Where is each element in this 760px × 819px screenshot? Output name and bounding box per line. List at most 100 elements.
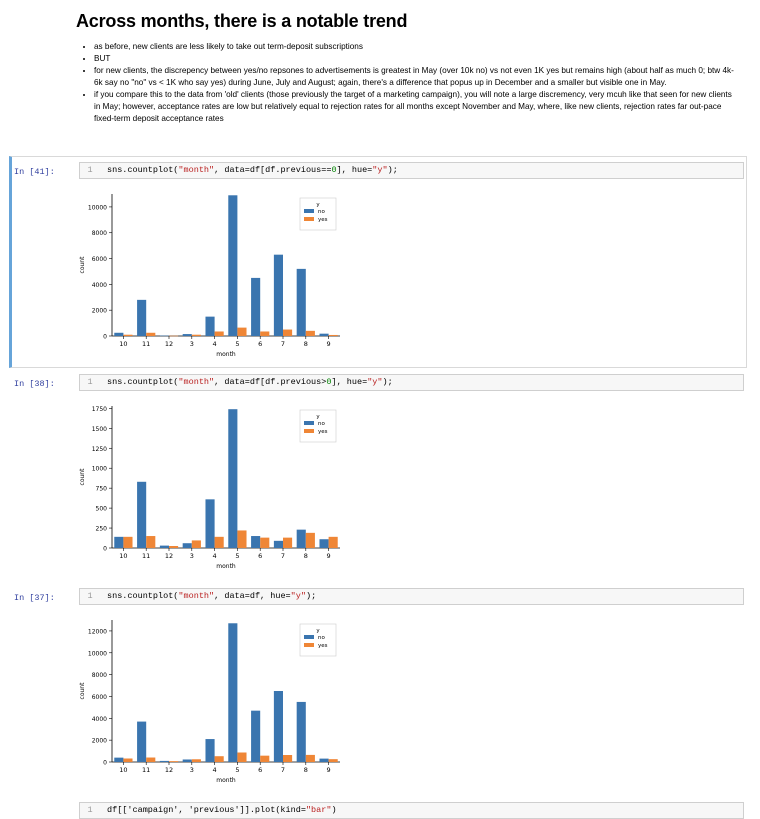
bar-no xyxy=(296,529,306,548)
code-text[interactable]: sns.countplot("month", data=df[df.previo… xyxy=(107,377,393,387)
legend-box xyxy=(299,623,337,657)
code-input[interactable]: 1 sns.countplot("month", data=df[df.prev… xyxy=(79,162,744,179)
x-tick-label: 12 xyxy=(165,340,173,348)
bar-yes xyxy=(169,761,179,762)
x-tick-label: 11 xyxy=(142,552,150,560)
y-tick-label: 500 xyxy=(96,506,108,513)
y-tick-label: 750 xyxy=(96,486,108,493)
bar-yes xyxy=(283,329,293,336)
bar-yes xyxy=(169,546,179,548)
y-tick-label: 250 xyxy=(96,526,108,533)
code-cell-41[interactable] xyxy=(9,156,747,368)
y-axis-label: count xyxy=(79,468,86,486)
y-tick-label: 0 xyxy=(103,334,107,341)
bar-yes xyxy=(283,755,293,762)
y-tick-label: 10000 xyxy=(88,204,107,211)
x-tick-label: 3 xyxy=(190,766,194,774)
bar-yes xyxy=(237,327,247,336)
bullet-list: as before, new clients are less likely t… xyxy=(76,41,736,125)
bar-yes xyxy=(146,757,156,762)
x-tick-label: 12 xyxy=(165,766,173,774)
bar-yes xyxy=(283,537,293,548)
bar-no xyxy=(114,332,124,336)
bullet-item: for new clients, the discrepency between… xyxy=(94,65,736,89)
bar-yes xyxy=(328,536,338,548)
legend-label-no: no xyxy=(318,209,325,215)
x-tick-label: 6 xyxy=(258,552,262,560)
y-tick-label: 6000 xyxy=(92,694,107,701)
bar-yes xyxy=(260,537,270,548)
line-number: 1 xyxy=(87,805,93,815)
x-tick-label: 5 xyxy=(235,552,239,560)
countplot-all-clients: 0 2000 4000 6000 8000 10000 12000 10 11 12 3 4 5 6 7 8 9… xyxy=(79,620,340,784)
bar-no xyxy=(319,539,329,548)
bar-yes xyxy=(305,754,315,762)
x-tick-label: 8 xyxy=(304,552,308,560)
bar-no xyxy=(137,721,147,762)
x-tick-label: 9 xyxy=(327,766,331,774)
bar-yes xyxy=(328,759,338,762)
x-tick-label: 5 xyxy=(235,340,239,348)
bar-no xyxy=(319,333,329,336)
bar-no xyxy=(251,277,261,336)
code-input[interactable]: 1 sns.countplot("month", data=df, hue="y… xyxy=(79,588,744,605)
line-number: 1 xyxy=(87,377,93,387)
bar-no xyxy=(137,481,147,548)
bar-yes xyxy=(169,335,179,337)
y-tick-label: 8000 xyxy=(92,672,107,679)
legend-swatch-no xyxy=(304,209,314,213)
countplot-new-clients: 0 2000 4000 6000 8000 10000 10 11 12 3 4 5 6 7 8 9 month… xyxy=(79,194,340,358)
code-text[interactable]: sns.countplot("month", data=df[df.previo… xyxy=(107,165,398,175)
code-text[interactable]: sns.countplot("month", data=df, hue="y")… xyxy=(107,591,317,601)
x-tick-label: 8 xyxy=(304,340,308,348)
bar-yes xyxy=(191,540,201,548)
section-heading: Across months, there is a notable trend xyxy=(76,11,408,31)
bar-yes xyxy=(237,530,247,548)
x-tick-label: 9 xyxy=(327,340,331,348)
legend-title: y xyxy=(316,628,320,634)
bar-no xyxy=(205,499,215,548)
bar-no xyxy=(182,759,192,762)
bar-no xyxy=(205,316,215,336)
bar-yes xyxy=(123,758,133,762)
code-text[interactable]: df[['campaign', 'previous']].plot(kind="… xyxy=(107,805,337,815)
x-tick-label: 10 xyxy=(119,552,127,560)
y-tick-label: 1500 xyxy=(92,426,107,433)
x-tick-label: 12 xyxy=(165,552,173,560)
bar-yes xyxy=(146,332,156,336)
y-tick-label: 2000 xyxy=(92,308,107,315)
y-tick-label: 2000 xyxy=(92,738,107,745)
x-tick-label: 5 xyxy=(235,766,239,774)
cell-prompt: In [37]: xyxy=(14,593,55,603)
y-axis-label: count xyxy=(79,256,86,274)
y-tick-label: 1750 xyxy=(92,406,107,413)
bar-yes xyxy=(260,331,270,336)
x-axis-label: month xyxy=(216,563,236,570)
y-tick-label: 8000 xyxy=(92,230,107,237)
bar-no xyxy=(296,701,306,762)
x-tick-label: 3 xyxy=(190,340,194,348)
x-tick-label: 10 xyxy=(119,766,127,774)
bar-no xyxy=(251,536,261,548)
x-tick-label: 7 xyxy=(281,552,285,560)
bar-yes xyxy=(305,532,315,548)
legend-label-yes: yes xyxy=(318,217,328,223)
bar-no xyxy=(159,760,169,762)
y-tick-label: 0 xyxy=(103,546,107,553)
y-tick-label: 1000 xyxy=(92,466,107,473)
bar-yes xyxy=(214,756,224,762)
bullet-item: as before, new clients are less likely t… xyxy=(94,41,736,53)
bar-no xyxy=(114,536,124,548)
bar-no xyxy=(228,195,238,336)
bar-no xyxy=(205,739,215,762)
y-axis-label: count xyxy=(79,682,86,700)
bar-no xyxy=(273,540,283,548)
x-tick-label: 11 xyxy=(142,340,150,348)
x-tick-label: 7 xyxy=(281,766,285,774)
bar-no xyxy=(159,545,169,548)
code-input[interactable]: 1 sns.countplot("month", data=df[df.prev… xyxy=(79,374,744,391)
line-number: 1 xyxy=(87,591,93,601)
x-axis-label: month xyxy=(216,777,236,784)
legend-label-yes: yes xyxy=(318,643,328,649)
y-tick-label: 12000 xyxy=(88,628,107,635)
